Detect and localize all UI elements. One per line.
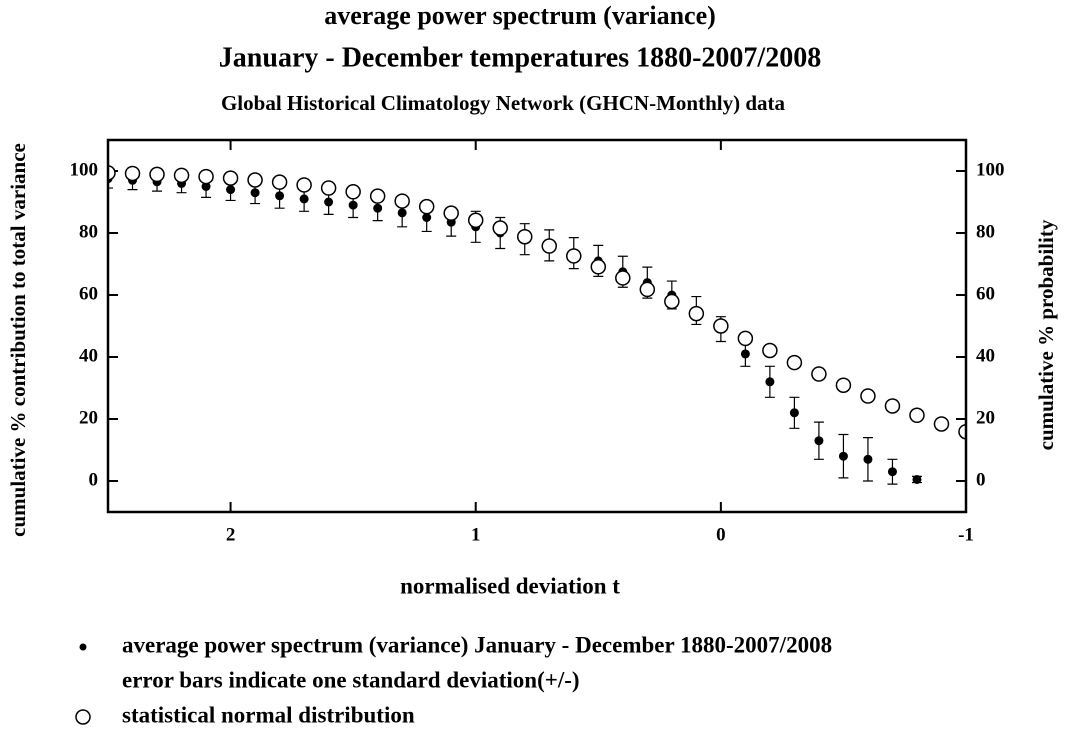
- data-circle: [688, 305, 705, 322]
- data-dot: [765, 377, 775, 387]
- data-circle: [222, 170, 239, 186]
- data-circle: [108, 165, 116, 181]
- data-dot: [912, 474, 922, 484]
- data-circle: [418, 198, 435, 215]
- data-circle: [884, 398, 901, 414]
- data-circle: [639, 281, 656, 298]
- chart-source: Global Historical Climatology Network (G…: [221, 91, 786, 115]
- data-dot: [740, 349, 750, 359]
- y-tick-label: 60: [79, 283, 98, 304]
- data-dot: [201, 182, 211, 191]
- data-dot: [814, 436, 824, 446]
- data-circle: [909, 407, 925, 424]
- x-tick-label: 0: [716, 524, 726, 545]
- y-tick-label: 0: [89, 469, 99, 490]
- data-circle: [590, 259, 607, 275]
- data-circle: [394, 193, 410, 209]
- data-dot: [422, 213, 432, 222]
- data-circle: [835, 377, 852, 393]
- data-circle: [958, 423, 966, 440]
- data-dot: [250, 188, 260, 198]
- data-circle: [713, 318, 729, 334]
- data-circle: [786, 354, 803, 371]
- data-dot: [348, 200, 358, 210]
- y2-tick-label: 100: [976, 159, 1005, 180]
- data-circle: [320, 180, 337, 196]
- x-tick-label: 2: [226, 524, 236, 545]
- legend-label: statistical normal distribution: [122, 702, 415, 727]
- data-circle: [198, 168, 214, 185]
- y2-tick-label: 60: [976, 283, 995, 304]
- plot-area: [108, 165, 966, 485]
- data-circle: [247, 172, 263, 188]
- data-circle: [566, 248, 582, 264]
- data-circle: [811, 366, 827, 382]
- legend-circle: [75, 709, 91, 725]
- data-circle: [173, 167, 190, 184]
- data-dot: [226, 185, 236, 195]
- data-dot: [789, 408, 799, 418]
- data-dot: [324, 197, 334, 207]
- data-circle: [345, 184, 361, 200]
- x-tick-label: 1: [471, 524, 481, 545]
- y2-tick-label: 0: [976, 469, 986, 490]
- y2-tick-label: 80: [976, 221, 995, 242]
- plot-frame: [106, 138, 968, 514]
- data-dot: [838, 451, 848, 461]
- data-circle: [516, 228, 533, 245]
- data-circle: [762, 342, 778, 359]
- data-circle: [860, 388, 876, 404]
- data-circle: [664, 293, 680, 310]
- y2-tick-label: 40: [976, 345, 995, 366]
- y-tick-label: 80: [79, 221, 98, 242]
- data-dot: [397, 208, 407, 218]
- legend-dot: [79, 643, 87, 651]
- y-tick-label: 100: [70, 159, 99, 180]
- data-circle: [149, 166, 165, 183]
- data-dot: [373, 203, 383, 213]
- data-circle: [124, 165, 141, 182]
- y-tick-label: 40: [79, 345, 98, 366]
- data-dot: [887, 467, 897, 477]
- data-circle: [737, 330, 754, 347]
- y2-tick-label: 20: [976, 407, 995, 428]
- y-tick-label: 20: [79, 407, 98, 428]
- data-circle: [615, 270, 631, 286]
- data-circle: [296, 177, 312, 193]
- data-circle: [933, 416, 950, 432]
- data-circle: [467, 212, 484, 229]
- data-circle: [369, 188, 386, 204]
- data-circle: [443, 205, 459, 221]
- chart-title: average power spectrum (variance): [324, 1, 716, 30]
- data-dot: [863, 454, 873, 464]
- data-circle: [541, 238, 558, 254]
- data-circle: [271, 174, 288, 190]
- legend-label: average power spectrum (variance) Januar…: [122, 632, 832, 657]
- x-tick-label: -1: [958, 524, 974, 545]
- legend-annotation: error bars indicate one standard deviati…: [122, 667, 580, 692]
- data-dot: [299, 194, 309, 204]
- y2-axis-label: cumulative % probability: [1034, 219, 1058, 450]
- chart-subtitle: January - December temperatures 1880-200…: [219, 42, 821, 73]
- x-axis-label: normalised deviation t: [400, 573, 620, 598]
- data-dot: [275, 191, 285, 201]
- y-axis-label: cumulative % contribution to total varia…: [6, 143, 30, 537]
- data-circle: [492, 220, 508, 236]
